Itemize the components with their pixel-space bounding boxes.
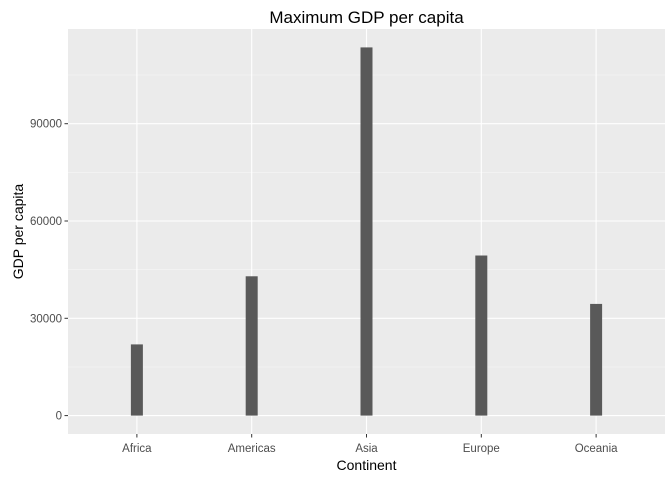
y-tick-label: 90000 — [30, 119, 62, 131]
bar-europe — [475, 255, 488, 416]
y-axis: 0 30000 60000 90000 — [30, 119, 68, 423]
x-tick-label: Americas — [228, 443, 276, 455]
bar-oceania — [590, 303, 603, 416]
bar-americas — [245, 276, 258, 416]
bar-africa — [130, 344, 143, 416]
x-tick-label: Asia — [355, 443, 378, 455]
chart-title: Maximum GDP per capita — [269, 8, 464, 27]
x-tick-label: Europe — [463, 443, 500, 455]
x-tick-label: Oceania — [575, 443, 618, 455]
x-axis: Africa Americas Asia Europe Oceania — [122, 434, 618, 455]
bars — [130, 47, 603, 416]
x-tick-label: Africa — [122, 443, 152, 455]
y-tick-label: 30000 — [30, 313, 62, 325]
x-axis-title: Continent — [337, 457, 397, 473]
y-axis-title: GDP per capita — [10, 184, 26, 280]
bar-asia — [360, 47, 373, 416]
y-tick-label: 60000 — [30, 216, 62, 228]
y-tick-label: 0 — [56, 411, 62, 423]
